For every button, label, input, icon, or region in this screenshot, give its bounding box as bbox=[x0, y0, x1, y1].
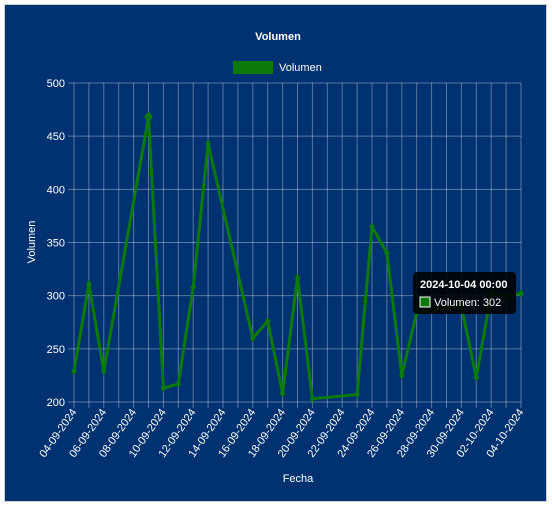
data-point[interactable] bbox=[399, 371, 405, 380]
data-point[interactable] bbox=[175, 379, 182, 388]
y-tick-label: 400 bbox=[47, 184, 65, 196]
y-tick-label: 450 bbox=[47, 131, 65, 143]
data-point[interactable] bbox=[71, 367, 77, 376]
x-axis-label: Fecha bbox=[283, 473, 314, 485]
data-point[interactable] bbox=[86, 279, 92, 288]
data-point[interactable] bbox=[190, 283, 196, 292]
series-layer bbox=[71, 111, 524, 403]
tooltip-swatch bbox=[419, 296, 431, 308]
data-point[interactable] bbox=[264, 317, 271, 326]
data-point[interactable] bbox=[101, 367, 107, 376]
data-point[interactable] bbox=[160, 384, 167, 393]
data-point[interactable] bbox=[309, 394, 316, 403]
data-point[interactable] bbox=[144, 111, 153, 124]
legend-swatch bbox=[233, 61, 273, 74]
data-point[interactable] bbox=[205, 139, 211, 148]
data-point[interactable] bbox=[473, 373, 480, 382]
legend[interactable]: Volumen bbox=[233, 61, 322, 74]
chart-panel bbox=[5, 5, 546, 501]
data-point[interactable] bbox=[279, 389, 286, 398]
y-axis-ticks: 200 250 300 350 400 450 500 bbox=[47, 78, 65, 409]
x-axis-ticks: 04-09-202406-09-202408-09-202410-09-2024… bbox=[37, 407, 526, 460]
legend-label: Volumen bbox=[279, 62, 322, 74]
grid bbox=[68, 82, 522, 408]
data-point[interactable] bbox=[384, 249, 390, 258]
y-tick-label: 350 bbox=[47, 238, 65, 250]
data-point[interactable] bbox=[518, 289, 524, 298]
y-tick-label: 250 bbox=[47, 344, 65, 356]
y-axis-label: Volumen bbox=[26, 221, 38, 264]
tooltip-label: Volumen: 302 bbox=[434, 297, 501, 309]
data-point[interactable] bbox=[369, 222, 375, 231]
y-tick-label: 200 bbox=[47, 397, 65, 409]
tooltip: 2024-10-04 00:00 Volumen: 302 bbox=[413, 272, 516, 314]
tooltip-title: 2024-10-04 00:00 bbox=[420, 279, 507, 291]
y-tick-label: 300 bbox=[47, 291, 65, 303]
data-point[interactable] bbox=[354, 390, 360, 399]
tooltip-box bbox=[413, 272, 516, 314]
data-point[interactable] bbox=[250, 334, 256, 343]
data-point[interactable] bbox=[294, 273, 301, 282]
y-tick-label: 500 bbox=[47, 78, 65, 90]
chart-title: Volumen bbox=[255, 31, 301, 43]
